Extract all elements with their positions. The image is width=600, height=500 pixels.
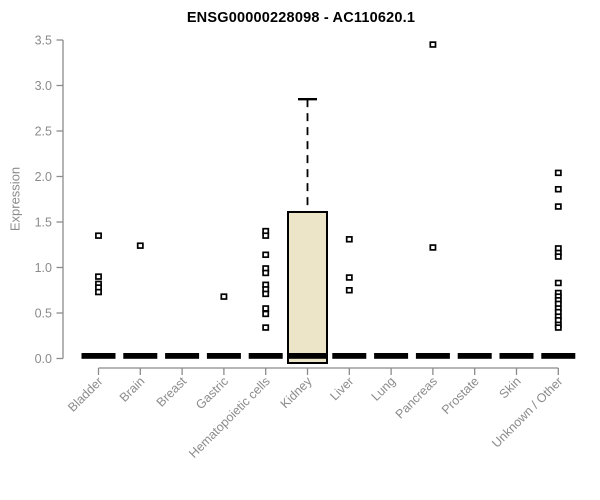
y-tick-label: 0.5	[35, 307, 52, 321]
iqr-box	[287, 210, 328, 364]
median-zero-bar	[499, 353, 534, 359]
outlier-point	[554, 185, 562, 193]
outlier-point	[262, 290, 270, 298]
outlier-point	[262, 269, 270, 277]
outlier-point	[345, 287, 353, 294]
outlier-point	[554, 279, 562, 287]
outlier-point	[262, 310, 270, 318]
outlier-point	[220, 293, 228, 300]
outlier-point	[554, 253, 562, 260]
x-category-label: Hematopoietic cells	[186, 374, 273, 461]
y-tick-label: 0.0	[35, 352, 52, 366]
outlier-point	[554, 203, 562, 210]
outlier-point	[345, 274, 353, 281]
outlier-point	[262, 232, 270, 239]
x-category-label: Pancreas	[393, 374, 440, 421]
outlier-point	[554, 324, 562, 331]
outlier-point	[262, 305, 270, 312]
median-zero-bar	[288, 353, 327, 359]
y-tick-label: 1.5	[35, 216, 52, 230]
median-zero-bar	[374, 353, 409, 359]
x-category-label: Kidney	[278, 374, 315, 411]
x-category-label: Lung	[369, 374, 399, 404]
median-zero-bar	[457, 353, 492, 359]
median-zero-bar	[332, 353, 367, 359]
outlier-point	[95, 288, 102, 296]
y-axis-title: Expression	[7, 166, 23, 232]
x-category-label: Bladder	[65, 374, 105, 414]
x-category-label: Brain	[117, 374, 148, 405]
median-zero-bar	[206, 353, 241, 359]
chart-title: ENSG00000228098 - AC110620.1	[186, 10, 416, 26]
x-category-label: Breast	[154, 374, 190, 410]
x-category-label: Skin	[497, 374, 524, 401]
x-category-label: Unknown / Other	[489, 374, 565, 450]
outlier-point	[429, 41, 437, 48]
outlier-point	[136, 242, 144, 249]
outlier-point	[262, 324, 270, 331]
y-tick-label: 2.0	[35, 170, 52, 184]
y-tick-label: 1.0	[35, 261, 52, 275]
outlier-point	[429, 244, 437, 251]
median-zero-bar	[415, 353, 450, 359]
outlier-point	[554, 169, 562, 177]
median-zero-bar	[123, 353, 158, 359]
y-tick-label: 3.5	[35, 34, 52, 48]
y-tick-label: 2.5	[35, 125, 52, 139]
y-tick-label: 3.0	[35, 79, 52, 93]
outlier-point	[95, 273, 102, 280]
x-category-label: Gastric	[193, 374, 231, 412]
median-zero-bar	[81, 353, 116, 359]
x-category-label: Prostate	[439, 374, 482, 417]
outlier-point	[262, 251, 270, 259]
outlier-point	[345, 236, 353, 243]
x-category-label: Liver	[327, 374, 356, 403]
median-zero-bar	[248, 353, 283, 359]
outlier-point	[95, 232, 102, 239]
median-zero-bar	[165, 353, 200, 359]
median-zero-bar	[541, 353, 576, 359]
